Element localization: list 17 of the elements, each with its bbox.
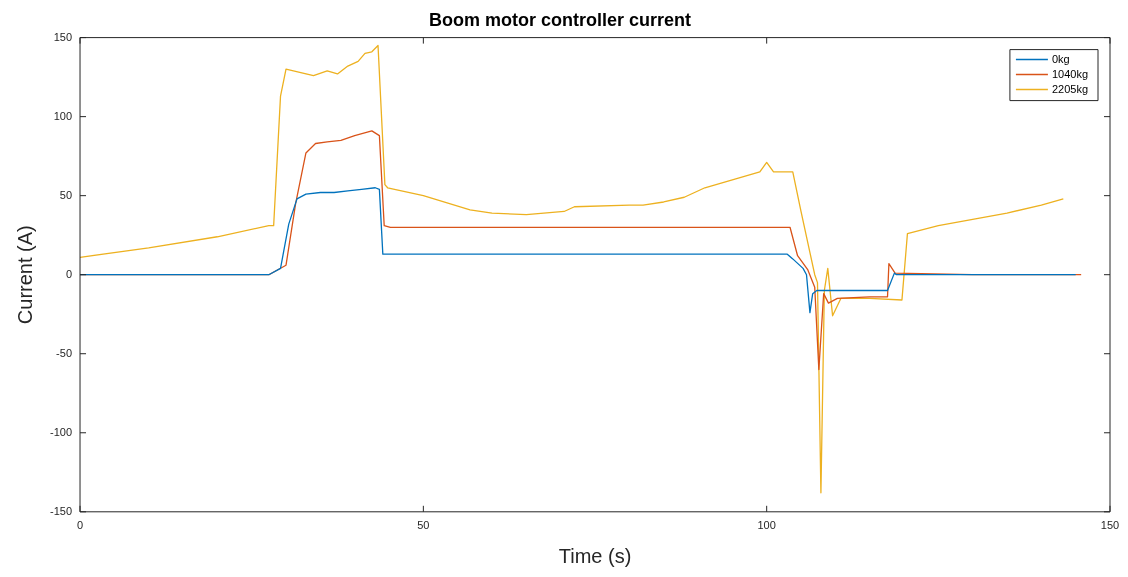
y-tick-label: 100 [53,109,73,122]
x-tick-label: 150 [1100,519,1120,532]
y-tick-label: -150 [49,504,73,517]
legend-label: 2205kg [1051,82,1089,95]
x-axis-title: Time (s) [558,544,632,567]
legend-label: 0kg [1051,52,1070,65]
y-tick-label: 0 [65,267,73,280]
x-tick-label: 50 [417,519,430,532]
y-tick-label: 50 [59,188,73,201]
x-tick-label: 0 [76,519,84,532]
legend-label: 1040kg [1051,67,1089,80]
chart-title: Boom motor controller current [428,9,692,30]
y-tick-label: -50 [56,346,73,359]
y-tick-label: -100 [49,425,73,438]
y-tick-label: 150 [53,30,73,43]
x-tick-label: 100 [757,519,776,532]
y-axis-title: Current (A) [13,225,36,325]
